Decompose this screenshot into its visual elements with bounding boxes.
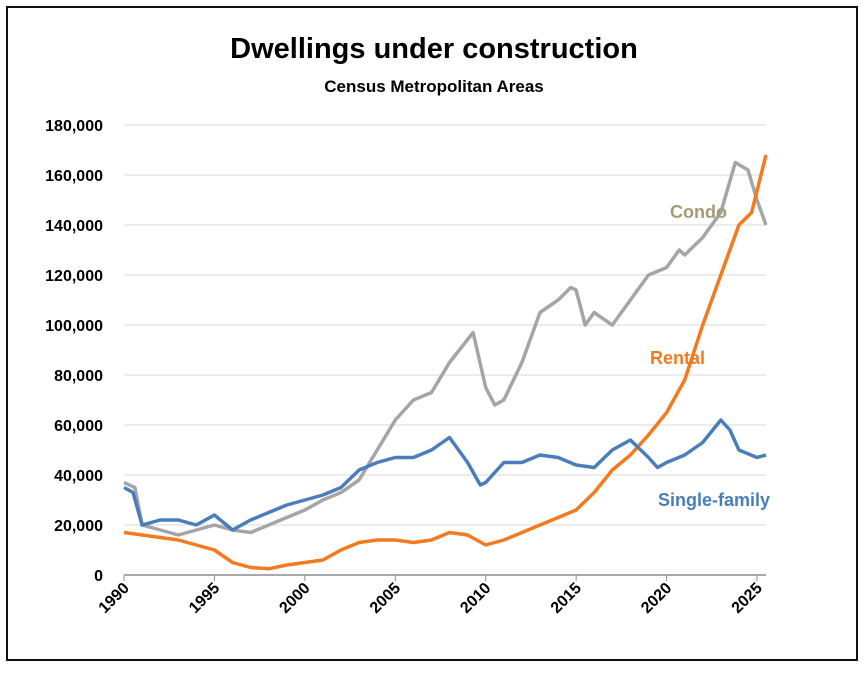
y-tick-label: 180,000: [45, 118, 103, 135]
x-tick-label: 1995: [186, 580, 223, 617]
x-tick-label: 2010: [457, 580, 494, 617]
y-tick-label: 20,000: [54, 518, 103, 535]
y-tick-label: 140,000: [45, 218, 103, 235]
x-tick-label: 2020: [638, 580, 675, 617]
y-tick-label: 120,000: [45, 268, 103, 285]
x-tick-label: 2015: [548, 580, 585, 617]
chart-frame: [6, 6, 858, 661]
x-tick-label: 2025: [729, 580, 766, 617]
y-tick-label: 80,000: [54, 368, 103, 385]
chart-subtitle: Census Metropolitan Areas: [324, 77, 543, 96]
y-tick-label: 0: [94, 568, 103, 585]
y-tick-label: 40,000: [54, 468, 103, 485]
series-line-rental: [123, 154, 768, 571]
y-tick-label: 100,000: [45, 318, 103, 335]
series-label-single-family: Single-family: [658, 490, 770, 510]
series-label-rental: Rental: [650, 348, 705, 368]
x-tick-label: 2000: [276, 580, 313, 617]
x-tick-label: 2005: [367, 580, 404, 617]
series-label-condo: Condo: [670, 202, 727, 222]
y-tick-label: 60,000: [54, 418, 103, 435]
series-line-single-family: [123, 418, 767, 532]
y-tick-label: 160,000: [45, 168, 103, 185]
x-tick-label: 1990: [96, 580, 133, 617]
chart-title: Dwellings under construction: [230, 33, 638, 65]
